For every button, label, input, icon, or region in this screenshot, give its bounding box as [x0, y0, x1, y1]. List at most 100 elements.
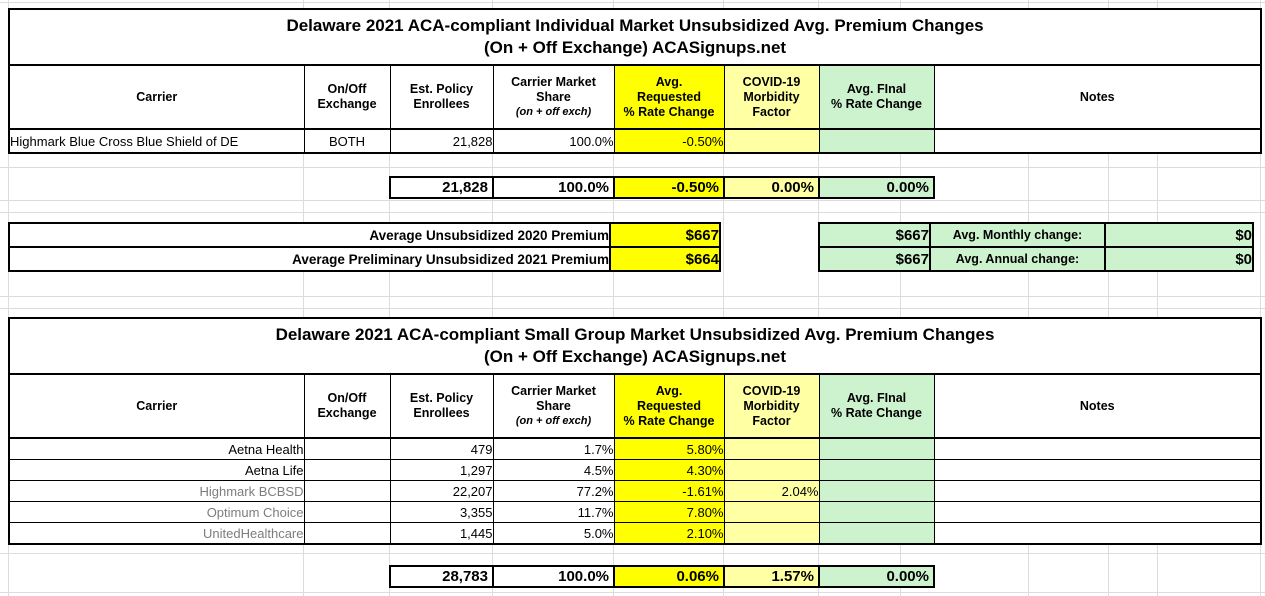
annual-change-label[interactable]: Avg. Annual change: — [929, 246, 1106, 272]
cell-final[interactable] — [818, 459, 935, 481]
cell-final[interactable] — [818, 437, 935, 460]
cell-requested[interactable]: 5.80% — [613, 437, 725, 460]
header-requested-rate[interactable]: Avg. Requested % Rate Change — [613, 64, 725, 130]
cell-exchange[interactable] — [303, 501, 391, 523]
cell-carrier[interactable]: Optimum Choice — [8, 501, 305, 523]
cell-carrier[interactable]: Aetna Life — [8, 459, 305, 481]
cell-requested[interactable]: 4.30% — [613, 459, 725, 481]
header-final-rate[interactable]: Avg. FInal % Rate Change — [818, 373, 935, 439]
total-final[interactable]: 0.00% — [818, 176, 935, 199]
cell-carrier[interactable]: UnitedHealthcare — [8, 522, 305, 545]
cell-share[interactable]: 11.7% — [492, 501, 615, 523]
cell-notes[interactable] — [933, 480, 1262, 502]
header-final-rate[interactable]: Avg. FInal % Rate Change — [818, 64, 935, 130]
cell-enrollees[interactable]: 22,207 — [389, 480, 494, 502]
gridline-horizontal — [0, 592, 1265, 593]
cell-share[interactable]: 77.2% — [492, 480, 615, 502]
cell-enrollees[interactable]: 1,445 — [389, 522, 494, 545]
cell-carrier[interactable]: Highmark Blue Cross Blue Shield of DE — [8, 128, 305, 154]
final-premium-2020[interactable]: $667 — [818, 222, 931, 248]
cell-share[interactable]: 100.0% — [492, 128, 615, 154]
cell-notes[interactable] — [933, 437, 1262, 460]
header-exchange[interactable]: On/Off Exchange — [303, 64, 391, 130]
header-exchange[interactable]: On/Off Exchange — [303, 373, 391, 439]
final-premium-2021[interactable]: $667 — [818, 246, 931, 272]
cell-covid[interactable] — [723, 501, 820, 523]
table-row: $667 Avg. Annual change: $0 — [818, 246, 1254, 272]
cell-final[interactable] — [818, 480, 935, 502]
premium-2020-label[interactable]: Average Unsubsidized 2020 Premium — [8, 222, 611, 248]
cell-requested[interactable]: 2.10% — [613, 522, 725, 545]
cell-covid[interactable] — [723, 128, 820, 154]
monthly-change-label[interactable]: Avg. Monthly change: — [929, 222, 1106, 248]
total-enrollees[interactable]: 21,828 — [389, 176, 494, 199]
header-line: Exchange — [317, 97, 377, 111]
premium-2021-value[interactable]: $664 — [609, 246, 721, 272]
cell-final[interactable] — [818, 128, 935, 154]
cell-enrollees[interactable]: 1,297 — [389, 459, 494, 481]
header-line: % Rate Change — [831, 406, 922, 420]
table-row: UnitedHealthcare 1,445 5.0% 2.10% — [8, 522, 1262, 545]
cell-carrier[interactable]: Highmark BCBSD — [8, 480, 305, 502]
header-line: Enrollees — [413, 97, 470, 111]
header-carrier[interactable]: Carrier — [8, 64, 305, 130]
header-line: Morbidity — [743, 398, 800, 413]
cell-requested[interactable]: 7.80% — [613, 501, 725, 523]
premium-2021-label[interactable]: Average Preliminary Unsubsidized 2021 Pr… — [8, 246, 611, 272]
cell-share[interactable]: 5.0% — [492, 522, 615, 545]
cell-covid[interactable] — [723, 437, 820, 460]
annual-change-value[interactable]: $0 — [1104, 246, 1254, 272]
header-notes[interactable]: Notes — [933, 373, 1262, 439]
total-requested[interactable]: -0.50% — [613, 176, 725, 199]
cell-requested[interactable]: -0.50% — [613, 128, 725, 154]
cell-exchange[interactable] — [303, 522, 391, 545]
cell-notes[interactable] — [933, 522, 1262, 545]
cell-share[interactable]: 4.5% — [492, 459, 615, 481]
cell-covid[interactable] — [723, 522, 820, 545]
header-carrier[interactable]: Carrier — [8, 373, 305, 439]
total-share[interactable]: 100.0% — [492, 176, 615, 199]
cell-covid[interactable] — [723, 459, 820, 481]
cell-notes[interactable] — [933, 459, 1262, 481]
cell-notes[interactable] — [933, 128, 1262, 154]
cell-notes[interactable] — [933, 501, 1262, 523]
cell-exchange[interactable]: BOTH — [303, 128, 391, 154]
cell-exchange[interactable] — [303, 437, 391, 460]
cell-exchange[interactable] — [303, 459, 391, 481]
header-covid-morbidity[interactable]: COVID-19 Morbidity Factor — [723, 373, 820, 439]
header-requested-rate[interactable]: Avg. Requested % Rate Change — [613, 373, 725, 439]
cell-enrollees[interactable]: 479 — [389, 437, 494, 460]
header-line: Factor — [752, 413, 791, 428]
header-covid-morbidity[interactable]: COVID-19 Morbidity Factor — [723, 64, 820, 130]
cell-requested[interactable]: -1.61% — [613, 480, 725, 502]
cell-exchange[interactable] — [303, 480, 391, 502]
cell-final[interactable] — [818, 522, 935, 545]
header-notes[interactable]: Notes — [933, 64, 1262, 130]
header-enrollees[interactable]: Est. Policy Enrollees — [389, 64, 494, 130]
cell-covid[interactable]: 2.04% — [723, 480, 820, 502]
total-final[interactable]: 0.00% — [818, 565, 935, 588]
header-line: Avg. — [655, 383, 683, 398]
cell-share[interactable]: 1.7% — [492, 437, 615, 460]
gridline-horizontal — [0, 296, 1265, 297]
cell-final[interactable] — [818, 501, 935, 523]
cell-enrollees[interactable]: 21,828 — [389, 128, 494, 154]
total-share[interactable]: 100.0% — [492, 565, 615, 588]
header-market-share[interactable]: Carrier Market Share (on + off exch) — [492, 64, 615, 130]
cell-enrollees[interactable]: 3,355 — [389, 501, 494, 523]
monthly-change-value[interactable]: $0 — [1104, 222, 1254, 248]
total-requested[interactable]: 0.06% — [613, 565, 725, 588]
total-covid[interactable]: 1.57% — [723, 565, 820, 588]
header-enrollees[interactable]: Est. Policy Enrollees — [389, 373, 494, 439]
total-enrollees[interactable]: 28,783 — [389, 565, 494, 588]
cell-carrier[interactable]: Aetna Health — [8, 437, 305, 460]
header-market-share[interactable]: Carrier Market Share (on + off exch) — [492, 373, 615, 439]
premium-2020-value[interactable]: $667 — [609, 222, 721, 248]
premium-change-box: $667 Avg. Monthly change: $0 $667 Avg. A… — [818, 222, 1254, 272]
individual-table-title: Delaware 2021 ACA-compliant Individual M… — [8, 8, 1262, 66]
header-line: COVID-19 — [742, 74, 801, 89]
total-covid[interactable]: 0.00% — [723, 176, 820, 199]
title-line1: Delaware 2021 ACA-compliant Individual M… — [286, 16, 984, 35]
table-row: Average Unsubsidized 2020 Premium $667 — [8, 222, 721, 248]
